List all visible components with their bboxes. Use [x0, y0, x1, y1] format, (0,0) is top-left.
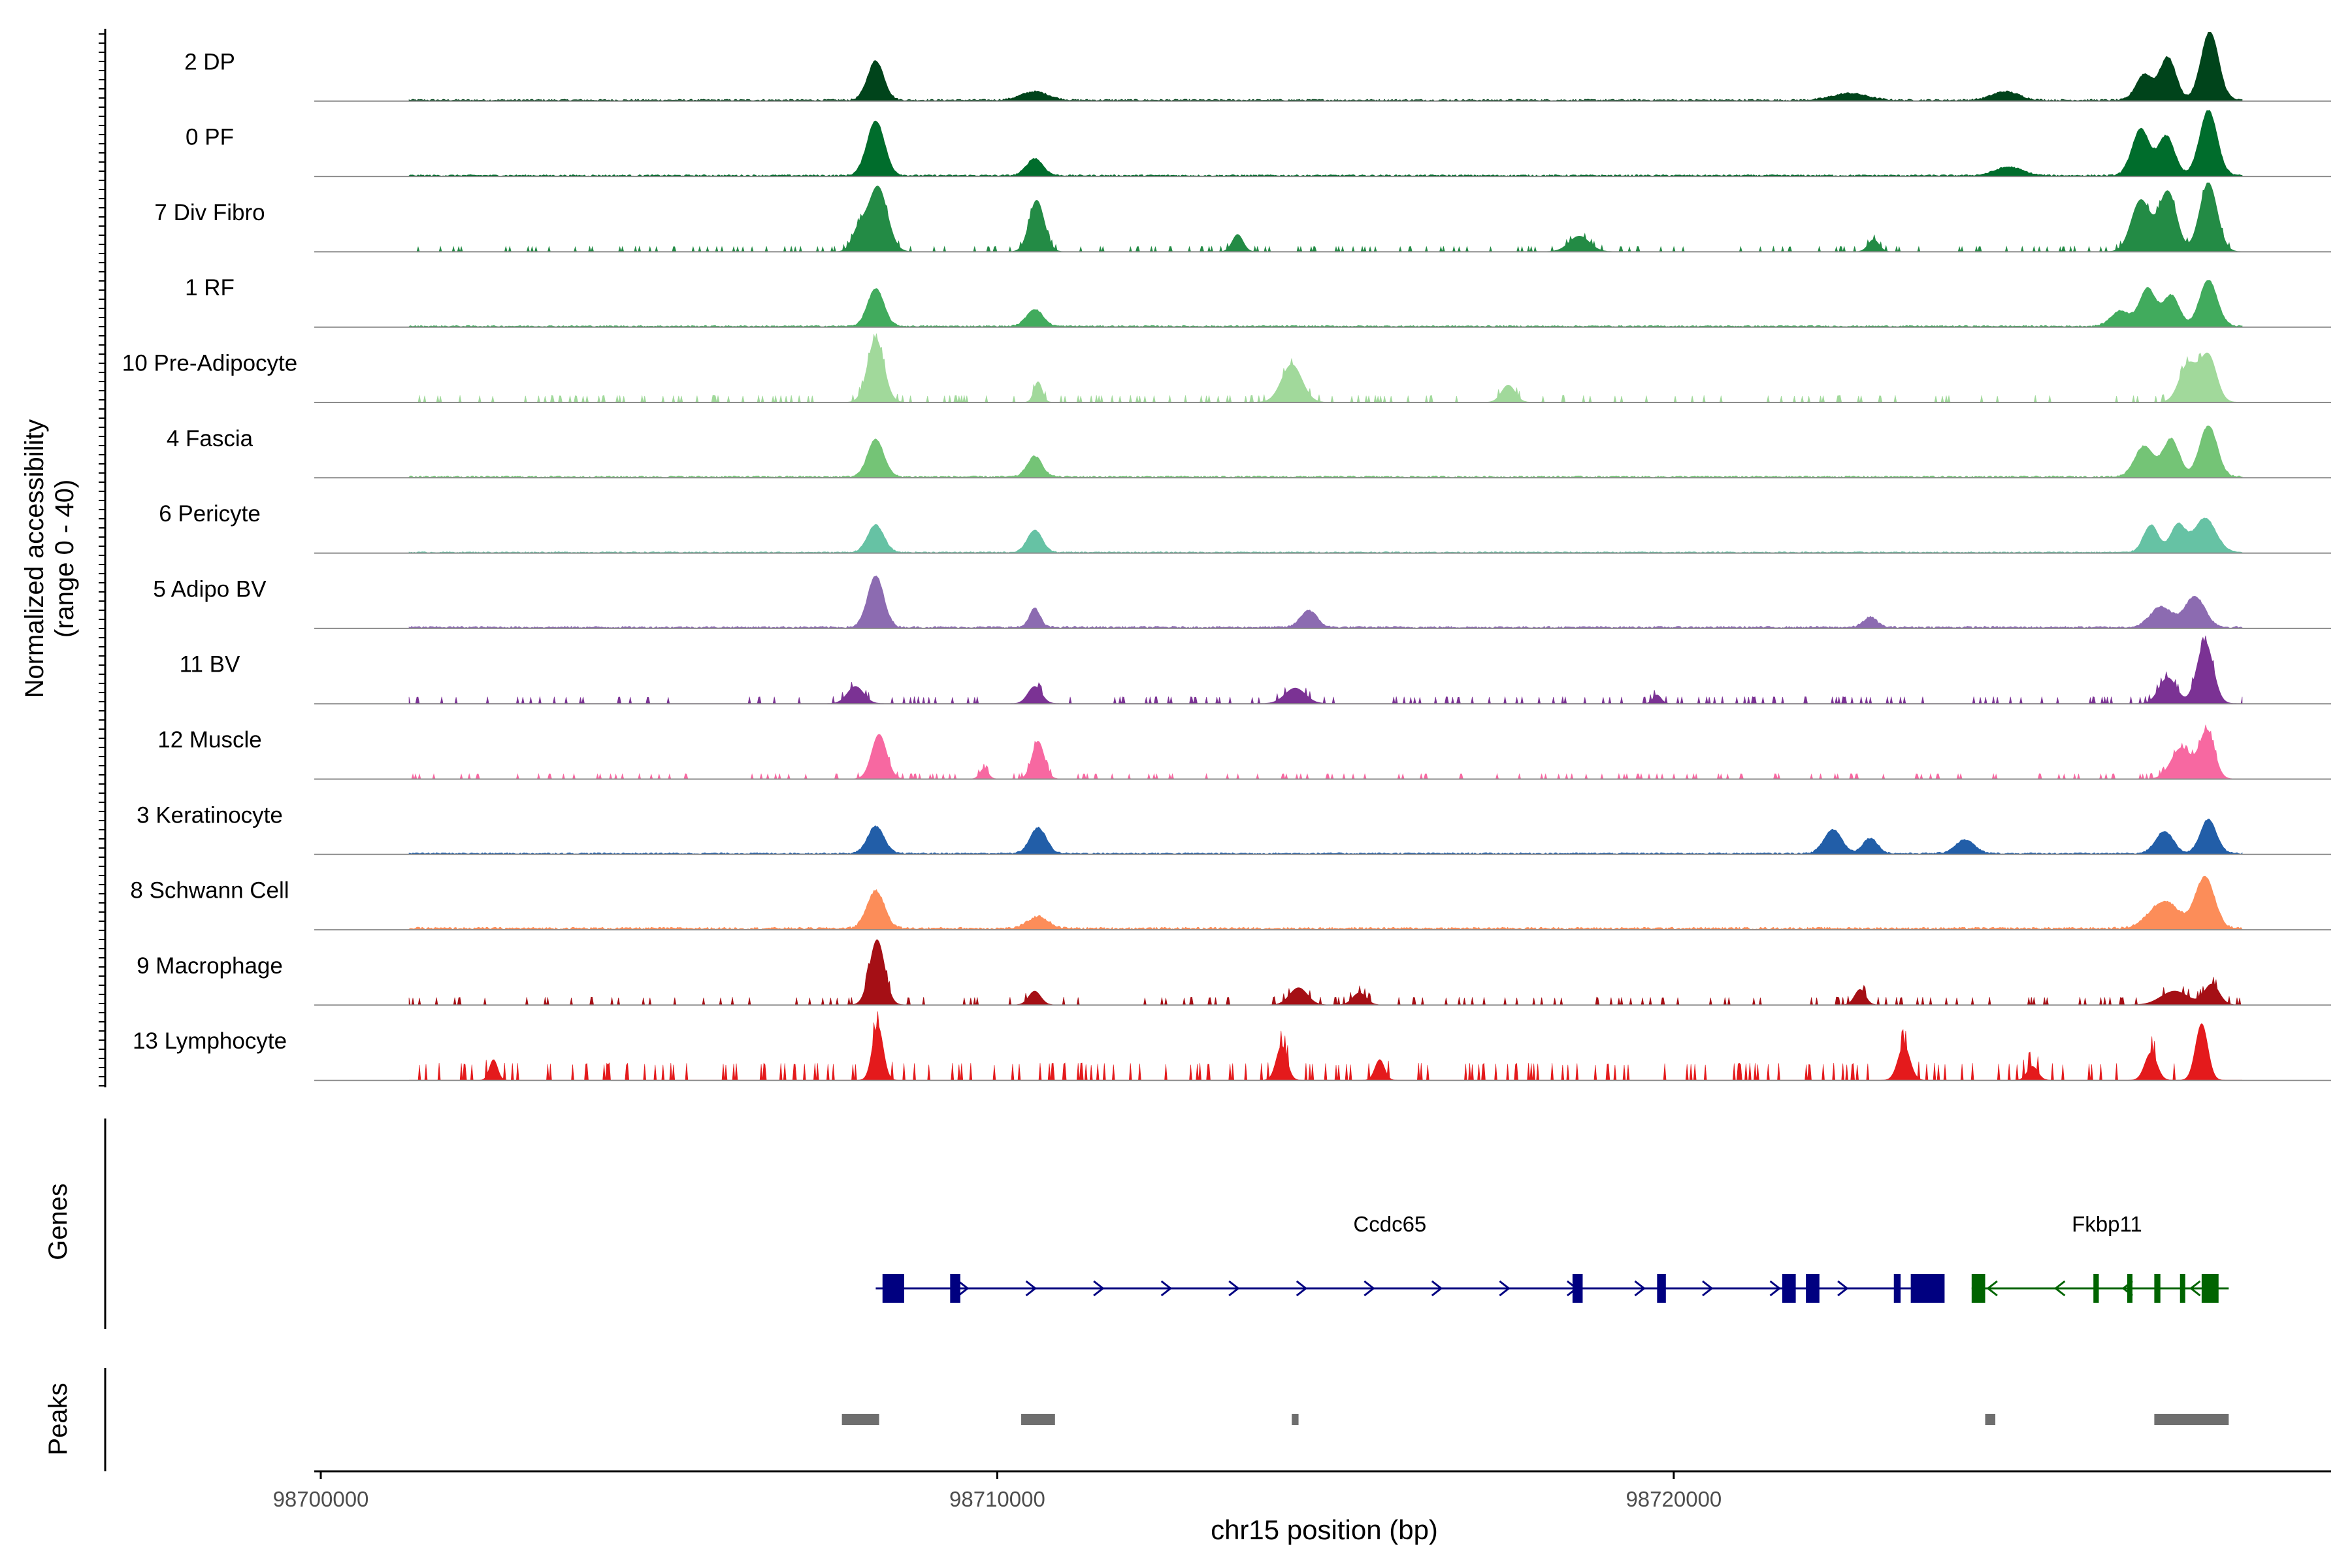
coverage-area — [408, 819, 2243, 855]
coverage-area — [409, 725, 2242, 780]
peak-region — [1021, 1414, 1055, 1425]
track-label: 13 Lymphocyte — [133, 1028, 287, 1054]
track-11-bv: 11 BV — [180, 635, 2331, 705]
genes-panel-label: Genes — [44, 1183, 73, 1260]
strand-arrow — [1431, 1280, 1443, 1297]
track-label: 0 PF — [186, 125, 234, 150]
x-axis: chr15 position (bp) 98700000 98710000 9872… — [273, 1470, 2331, 1545]
gene-fkbp11: Fkbp11 — [1971, 1212, 2229, 1303]
track-label: 8 Schwann Cell — [130, 878, 289, 904]
track-label: 11 BV — [180, 652, 240, 678]
peak-region — [1292, 1414, 1299, 1425]
coverage-area — [409, 333, 2242, 402]
gene-exon — [2154, 1274, 2161, 1303]
strand-arrow — [1702, 1280, 1714, 1297]
track-label: 5 Adipo BV — [153, 576, 267, 602]
strand-arrow — [1160, 1280, 1173, 1297]
track-label: 12 Muscle — [157, 727, 262, 753]
gene-exon — [2180, 1274, 2185, 1303]
track-6-pericyte: 6 Pericyte — [159, 501, 2331, 554]
track-label: 1 RF — [185, 275, 235, 301]
gene-exon — [1657, 1274, 1666, 1303]
strand-arrow — [1296, 1280, 1308, 1297]
gene-exon — [882, 1274, 904, 1303]
coverage-area — [408, 280, 2243, 327]
strand-arrow — [2189, 1280, 2201, 1297]
track-label: 3 Keratinocyte — [137, 802, 283, 828]
strand-arrow — [1093, 1280, 1105, 1297]
track-5-adipo-bv: 5 Adipo BV — [153, 576, 2331, 629]
gene-exon — [1910, 1274, 1945, 1303]
coverage-area — [409, 182, 2243, 253]
gene-exon — [1806, 1274, 1820, 1303]
coverage-area — [408, 875, 2243, 930]
gene-exon — [1971, 1274, 1985, 1303]
coverage-area — [408, 425, 2243, 478]
strand-arrow — [1986, 1280, 1998, 1297]
x-tick-label: 98720000 — [1625, 1487, 1722, 1511]
strand-arrow — [1634, 1280, 1646, 1297]
peak-region — [1985, 1414, 1996, 1425]
y-axis: Normalized accessibility (range 0 - 40) — [20, 29, 106, 1088]
coverage-area — [408, 576, 2243, 629]
peaks-panel: Peaks — [44, 1368, 2229, 1471]
gene-exon — [2127, 1274, 2132, 1303]
coverage-area — [408, 635, 2243, 704]
track-4-fascia: 4 Fascia — [167, 425, 2331, 479]
coverage-area — [408, 517, 2243, 553]
track-label: 2 DP — [184, 49, 235, 74]
strand-arrow — [1837, 1280, 1849, 1297]
x-tick-label: 98710000 — [949, 1487, 1045, 1511]
gene-exon — [1893, 1274, 1901, 1303]
track-label: 6 Pericyte — [159, 501, 261, 527]
gene-exon — [1782, 1274, 1796, 1303]
track-1-rf: 1 RF — [185, 275, 2331, 328]
x-axis-label: chr15 position (bp) — [1211, 1514, 1438, 1545]
gene-exon — [2201, 1274, 2219, 1303]
track-8-schwann-cell: 8 Schwann Cell — [130, 875, 2331, 931]
strand-arrow — [958, 1280, 970, 1297]
peaks-panel-label: Peaks — [44, 1382, 73, 1455]
strand-arrow — [1228, 1280, 1240, 1297]
coverage-tracks: 2 DP 0 PF 7 Div Fibro 1 RF 10 Pre-Adipocyte 4… — [122, 32, 2331, 1081]
gene-exon — [950, 1274, 960, 1303]
track-13-lymphocyte: 13 Lymphocyte — [133, 1011, 2331, 1081]
strand-arrow — [1025, 1280, 1037, 1297]
track-7-div-fibro: 7 Div Fibro — [154, 182, 2331, 253]
track-label: 9 Macrophage — [137, 953, 283, 979]
track-10-pre-adipocyte: 10 Pre-Adipocyte — [122, 333, 2331, 403]
gene-label: Ccdc65 — [1353, 1212, 1426, 1236]
coverage-area — [408, 110, 2243, 177]
x-tick-label: 98700000 — [273, 1487, 369, 1511]
track-0-pf: 0 PF — [186, 110, 2331, 178]
gene-label: Fkbp11 — [2072, 1212, 2142, 1236]
track-label: 10 Pre-Adipocyte — [122, 351, 297, 376]
coverage-area — [409, 1011, 2242, 1081]
peak-region — [841, 1414, 879, 1425]
strand-arrow — [1364, 1280, 1375, 1297]
strand-arrow — [2054, 1280, 2066, 1297]
track-12-muscle: 12 Muscle — [157, 725, 2331, 780]
gene-exon — [2093, 1274, 2099, 1303]
peak-region — [2154, 1414, 2229, 1425]
track-3-keratinocyte: 3 Keratinocyte — [137, 802, 2331, 855]
coverage-area — [408, 32, 2243, 101]
track-label: 7 Div Fibro — [154, 200, 265, 225]
gene-exon — [1572, 1274, 1583, 1303]
coverage-area — [408, 939, 2242, 1005]
y-axis-label-range: (range 0 - 40) — [50, 480, 79, 638]
strand-arrow — [1499, 1280, 1511, 1297]
track-label: 4 Fascia — [167, 426, 253, 451]
genes-panel: Genes Ccdc65 Fkbp11 — [44, 1119, 2229, 1329]
track-2-dp: 2 DP — [184, 32, 2331, 102]
strand-arrow — [1769, 1280, 1781, 1297]
gene-ccdc65: Ccdc65 — [875, 1212, 1945, 1303]
track-9-macrophage: 9 Macrophage — [137, 939, 2331, 1006]
y-axis-label: Normalized accessibility — [20, 419, 49, 698]
